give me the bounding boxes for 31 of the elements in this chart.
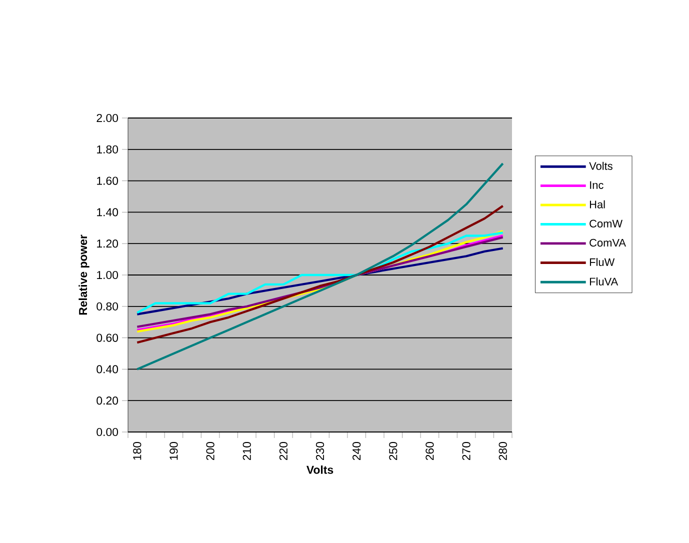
legend-label: Hal [590, 200, 605, 208]
y-tick-label: 1.40 [97, 208, 118, 216]
x-tick-label: 240 [352, 442, 361, 460]
x-tick-label: 210 [242, 442, 251, 460]
y-tick-label: 0.40 [96, 365, 118, 374]
y-tick-label: 0.20 [96, 396, 118, 405]
y-tick-label: 0.00 [96, 428, 118, 436]
y-tick-label: 1.20 [97, 240, 118, 248]
y-tick-label: 2.00 [96, 114, 118, 122]
x-tick-label: 200 [206, 442, 214, 460]
legend-label: ComW [590, 220, 623, 228]
legend-label: FluVA [590, 277, 618, 286]
x-tick-label: 230 [316, 442, 324, 460]
x-axis-title: Volts [306, 465, 334, 474]
legend-label: Inc [590, 181, 604, 189]
x-tick-label: 260 [426, 442, 434, 460]
x-tick-label: 270 [462, 442, 470, 460]
y-tick-label: 1.00 [97, 270, 118, 280]
y-tick-label: 1.80 [97, 145, 118, 154]
y-tick-label: 1.60 [97, 176, 118, 185]
x-tick-label: 250 [389, 442, 398, 460]
x-tick-label: 280 [498, 442, 507, 460]
y-axis-title: Relative power [78, 234, 90, 315]
legend-label: Volts [589, 162, 612, 170]
x-tick-label: 190 [170, 442, 178, 460]
x-tick-label: 220 [279, 442, 288, 460]
y-tick-label: 0.60 [96, 334, 118, 342]
legend-label: FluW [590, 258, 615, 266]
legend-label: ComVA [590, 238, 626, 247]
y-tick-label: 0.80 [96, 302, 118, 310]
x-tick-label: 180 [133, 442, 142, 460]
